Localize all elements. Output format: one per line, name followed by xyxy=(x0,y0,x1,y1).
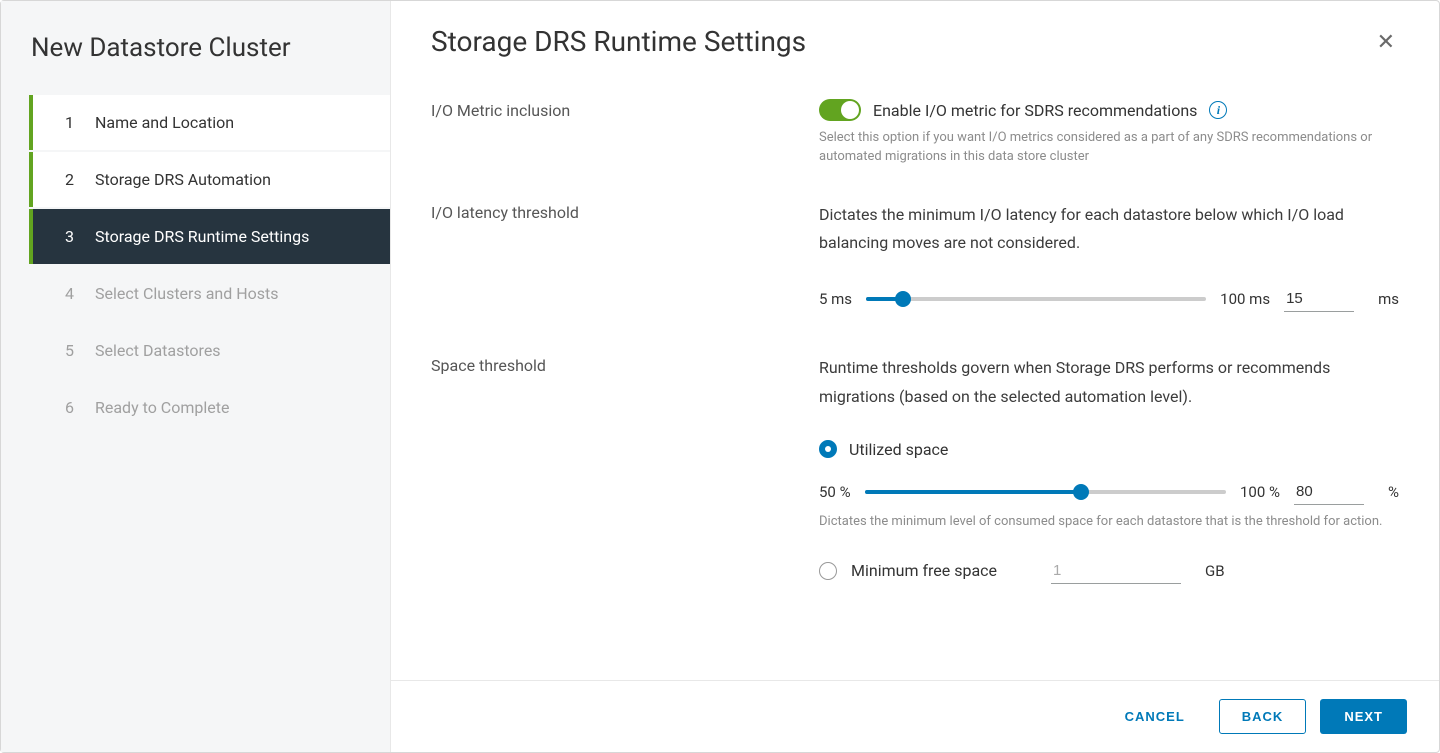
latency-slider-row: 5 ms 100 ms ms xyxy=(819,286,1399,312)
space-slider[interactable] xyxy=(865,490,1226,494)
slider-min-label: 5 ms xyxy=(819,290,852,308)
step-select-datastores: 5 Select Datastores xyxy=(29,323,390,378)
free-space-row: Minimum free space GB xyxy=(819,558,1399,584)
page-header: Storage DRS Runtime Settings ✕ xyxy=(391,1,1439,69)
slider-thumb[interactable] xyxy=(1073,484,1089,500)
wizard-main: Storage DRS Runtime Settings ✕ I/O Metri… xyxy=(391,1,1439,752)
page-body: I/O Metric inclusion Enable I/O metric f… xyxy=(391,69,1439,680)
min-free-space-radio[interactable] xyxy=(819,562,837,580)
space-description: Runtime thresholds govern when Storage D… xyxy=(819,354,1399,412)
wizard-sidebar: New Datastore Cluster 1 Name and Locatio… xyxy=(1,1,391,752)
space-slider-row: 50 % 100 % % xyxy=(819,479,1399,505)
slider-max-label: 100 ms xyxy=(1220,290,1270,308)
io-metric-help: Select this option if you want I/O metri… xyxy=(819,129,1399,167)
setting-label: Space threshold xyxy=(431,354,819,583)
wizard-title: New Datastore Cluster xyxy=(1,1,390,95)
step-number: 6 xyxy=(65,398,79,417)
wizard-modal: New Datastore Cluster 1 Name and Locatio… xyxy=(0,0,1440,753)
latency-input[interactable] xyxy=(1284,286,1354,312)
step-select-clusters-hosts: 4 Select Clusters and Hosts xyxy=(29,266,390,321)
space-input[interactable] xyxy=(1294,479,1364,505)
min-free-space-label: Minimum free space xyxy=(851,561,997,580)
setting-control: Runtime thresholds govern when Storage D… xyxy=(819,354,1399,583)
next-button[interactable]: NEXT xyxy=(1320,699,1407,734)
slider-max-label: 100 % xyxy=(1240,483,1280,501)
cancel-button[interactable]: CANCEL xyxy=(1105,699,1205,734)
utilized-space-radio[interactable] xyxy=(819,440,837,458)
info-icon[interactable]: i xyxy=(1209,101,1227,119)
step-number: 1 xyxy=(65,113,79,132)
setting-latency: I/O latency threshold Dictates the minim… xyxy=(431,201,1399,321)
step-label: Ready to Complete xyxy=(95,398,229,417)
back-button[interactable]: BACK xyxy=(1219,699,1307,734)
setting-io-metric: I/O Metric inclusion Enable I/O metric f… xyxy=(431,99,1399,167)
latency-description: Dictates the minimum I/O latency for eac… xyxy=(819,201,1399,259)
setting-control: Enable I/O metric for SDRS recommendatio… xyxy=(819,99,1399,167)
page-title: Storage DRS Runtime Settings xyxy=(431,25,806,58)
slider-fill xyxy=(865,490,1082,494)
utilized-space-block: 50 % 100 % % Dictates the minimum level … xyxy=(819,479,1399,532)
free-space-input[interactable] xyxy=(1051,558,1181,584)
step-label: Storage DRS Runtime Settings xyxy=(95,227,309,246)
step-number: 2 xyxy=(65,170,79,189)
step-label: Select Clusters and Hosts xyxy=(95,284,279,303)
slider-thumb[interactable] xyxy=(895,291,911,307)
toggle-knob xyxy=(841,101,859,119)
step-label: Storage DRS Automation xyxy=(95,170,271,189)
toggle-label: Enable I/O metric for SDRS recommendatio… xyxy=(873,101,1197,120)
setting-label: I/O latency threshold xyxy=(431,201,819,321)
step-storage-drs-runtime[interactable]: 3 Storage DRS Runtime Settings xyxy=(29,209,390,264)
step-label: Select Datastores xyxy=(95,341,221,360)
free-space-unit: GB xyxy=(1205,562,1225,580)
step-storage-drs-automation[interactable]: 2 Storage DRS Automation xyxy=(29,152,390,207)
utilized-space-label: Utilized space xyxy=(849,440,948,459)
utilized-space-radio-row: Utilized space xyxy=(819,440,1399,459)
setting-space: Space threshold Runtime thresholds gover… xyxy=(431,354,1399,583)
step-label: Name and Location xyxy=(95,113,234,132)
space-unit: % xyxy=(1388,483,1399,501)
close-icon: ✕ xyxy=(1377,29,1395,54)
close-button[interactable]: ✕ xyxy=(1373,25,1399,59)
step-name-location[interactable]: 1 Name and Location xyxy=(29,95,390,150)
wizard-footer: CANCEL BACK NEXT xyxy=(391,680,1439,752)
wizard-steps: 1 Name and Location 2 Storage DRS Automa… xyxy=(1,95,390,435)
step-number: 3 xyxy=(65,227,79,246)
latency-slider[interactable] xyxy=(866,297,1206,301)
slider-min-label: 50 % xyxy=(819,483,851,501)
space-help: Dictates the minimum level of consumed s… xyxy=(819,513,1399,532)
step-number: 4 xyxy=(65,284,79,303)
setting-control: Dictates the minimum I/O latency for eac… xyxy=(819,201,1399,321)
io-metric-toggle[interactable] xyxy=(819,99,861,121)
step-ready-complete: 6 Ready to Complete xyxy=(29,380,390,435)
step-number: 5 xyxy=(65,341,79,360)
latency-unit: ms xyxy=(1378,290,1399,308)
toggle-row: Enable I/O metric for SDRS recommendatio… xyxy=(819,99,1399,121)
setting-label: I/O Metric inclusion xyxy=(431,99,819,167)
